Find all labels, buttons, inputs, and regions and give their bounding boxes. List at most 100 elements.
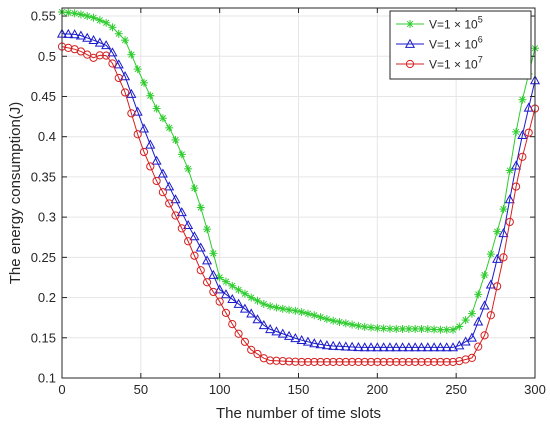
star-marker <box>83 12 92 21</box>
legend-label: V=1 × 106 <box>429 35 483 52</box>
circle-marker <box>221 308 231 317</box>
y-tick-label: 0.45 <box>31 89 56 104</box>
circle-marker <box>114 73 123 83</box>
triangle-marker <box>447 342 459 352</box>
triangle-marker <box>441 342 452 352</box>
circle-marker <box>467 353 477 362</box>
star-marker <box>285 305 294 314</box>
circle-marker <box>303 357 313 367</box>
star-marker <box>121 36 130 45</box>
y-tick-label: 0.1 <box>38 371 56 386</box>
circle-marker <box>417 357 426 367</box>
star-marker-stroke <box>65 9 72 16</box>
legend-box <box>389 10 532 80</box>
circle-marker <box>209 287 218 297</box>
circle-marker <box>228 320 237 329</box>
circle-marker <box>310 357 319 367</box>
star-marker <box>108 23 117 32</box>
triangle-marker <box>157 168 168 178</box>
circle-marker <box>64 43 73 52</box>
y-tick-label: 0.25 <box>31 250 56 265</box>
star-marker-stroke <box>342 320 349 327</box>
star-marker <box>518 95 527 104</box>
star-marker-stroke <box>84 12 91 20</box>
star-marker <box>102 18 111 27</box>
star-marker-stroke <box>235 286 242 293</box>
star-marker-stroke <box>380 325 387 332</box>
star-marker-stroke <box>279 305 286 312</box>
star-marker-stroke <box>184 165 192 173</box>
star-marker <box>449 325 458 334</box>
star-marker <box>512 127 521 136</box>
circle-marker <box>329 357 338 367</box>
triangle-marker <box>126 88 137 98</box>
star-marker-stroke <box>437 326 444 333</box>
star-marker-stroke <box>481 271 488 279</box>
legend-item: V=1 × 107 <box>396 55 483 72</box>
triangle-marker <box>265 324 276 334</box>
circle-marker <box>480 331 489 340</box>
circle-marker <box>215 297 224 306</box>
circle-marker <box>366 357 376 367</box>
circle-marker <box>253 349 262 359</box>
star-marker-stroke <box>323 315 331 323</box>
triangle-marker <box>252 314 263 324</box>
circle-marker <box>202 278 212 287</box>
star-marker-stroke <box>330 317 337 324</box>
circle-marker <box>335 357 344 367</box>
star-marker <box>152 104 161 113</box>
circle-marker <box>404 357 413 367</box>
triangle-marker <box>422 342 433 352</box>
triangle-marker <box>410 342 421 352</box>
star-marker-stroke <box>355 322 362 330</box>
triangle-marker <box>435 342 446 352</box>
star-marker-stroke <box>248 294 255 301</box>
star-marker-stroke <box>311 312 318 319</box>
triangle-marker <box>466 332 477 342</box>
star-marker-stroke <box>298 308 305 316</box>
circle-marker <box>348 357 357 367</box>
star-marker-stroke <box>147 92 154 99</box>
star-marker <box>64 8 73 17</box>
circle-marker <box>442 357 451 367</box>
star-marker <box>367 323 376 332</box>
y-tick-label: 0.3 <box>38 210 56 225</box>
circle-marker <box>486 311 495 320</box>
circle-marker <box>518 152 527 161</box>
star-marker <box>406 20 414 28</box>
star-marker-stroke <box>90 14 97 21</box>
circle-marker <box>423 357 432 367</box>
star-marker-stroke <box>487 250 495 258</box>
triangle-marker <box>302 336 314 346</box>
star-marker <box>297 308 306 317</box>
triangle-marker <box>321 340 332 350</box>
star-marker-stroke <box>197 204 204 211</box>
triangle-marker <box>296 334 307 345</box>
triangle-marker <box>485 279 496 289</box>
y-tick-label: 0.15 <box>31 330 56 345</box>
star-marker-stroke <box>494 228 501 235</box>
triangle-marker <box>416 342 427 352</box>
star-marker-stroke <box>115 30 122 37</box>
star-marker-stroke <box>430 326 438 333</box>
x-tick-label: 0 <box>58 382 65 397</box>
circle-marker <box>360 357 369 367</box>
triangle-marker <box>404 38 416 48</box>
circle-marker <box>165 199 174 208</box>
circle-marker <box>448 357 458 367</box>
circle-marker <box>95 51 104 60</box>
star-marker <box>360 322 369 331</box>
triangle-marker <box>283 330 295 340</box>
star-marker <box>209 249 218 258</box>
triangle-marker <box>498 227 509 238</box>
star-marker-stroke <box>285 306 293 313</box>
star-marker-stroke <box>456 323 463 330</box>
series-layer <box>56 8 541 367</box>
circle-marker <box>461 355 470 364</box>
star-marker-stroke <box>374 324 381 332</box>
circle-marker <box>76 47 86 56</box>
star-marker-stroke <box>500 205 507 213</box>
circle-marker <box>139 147 149 157</box>
star-marker-stroke <box>153 105 160 112</box>
x-tick-label: 200 <box>366 382 388 397</box>
